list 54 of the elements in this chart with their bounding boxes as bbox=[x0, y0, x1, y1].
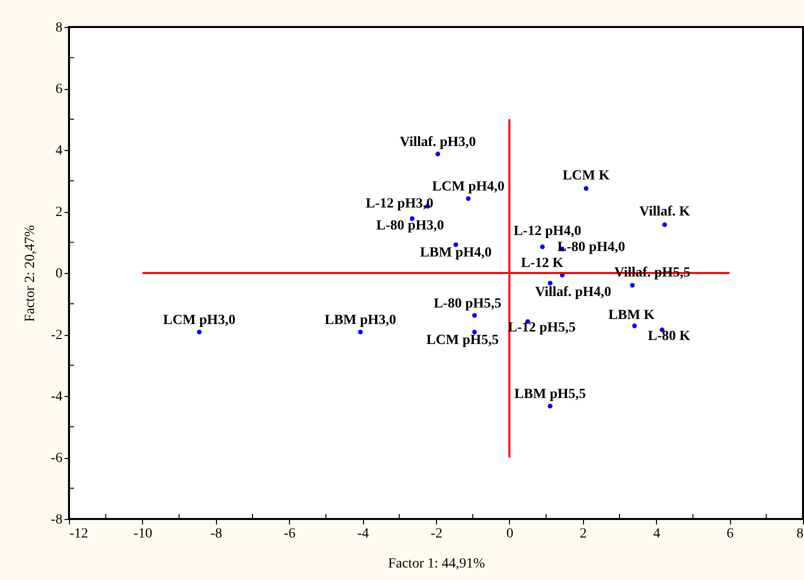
annotation: L-12 pH3,0 bbox=[366, 196, 434, 212]
point bbox=[584, 186, 588, 191]
annotation: LBM pH3,0 bbox=[324, 313, 396, 328]
y-tick-label: -2 bbox=[50, 328, 62, 343]
x-tick-label: 8 bbox=[796, 526, 804, 542]
y-tick-label: 6 bbox=[56, 82, 62, 97]
annotation: L-80 pH3,0 bbox=[376, 218, 444, 234]
y-tick-label: -8 bbox=[50, 512, 62, 528]
x-tick-label: -12 bbox=[70, 526, 88, 542]
annotation: LBM pH5,5 bbox=[514, 387, 586, 402]
point bbox=[453, 242, 458, 248]
point bbox=[196, 330, 202, 334]
y-tick-label: 0 bbox=[56, 266, 62, 282]
x-tick-label: 2 bbox=[580, 526, 587, 542]
annotation: Villaf. pH4,0 bbox=[535, 285, 612, 300]
point bbox=[472, 330, 477, 334]
point bbox=[472, 313, 477, 318]
x-axis-title: Factor 1: 44,91% bbox=[388, 556, 486, 572]
annotation: LCM pH5,5 bbox=[426, 333, 499, 348]
point bbox=[358, 330, 363, 334]
x-tick-label: -10 bbox=[134, 526, 152, 542]
annotation: L-80 K bbox=[648, 328, 690, 344]
y-tick-label: -4 bbox=[50, 390, 62, 404]
y-tick-label: -6 bbox=[50, 451, 62, 466]
annotation: LCM pH4,0 bbox=[432, 180, 504, 195]
y-axis-title: Factor 2: 20,47% bbox=[22, 224, 38, 322]
x-tick-label: 4 bbox=[653, 526, 660, 542]
annotation: LCM K bbox=[562, 168, 610, 184]
point bbox=[466, 196, 471, 201]
annotation: Villaf. K bbox=[639, 204, 690, 220]
annotation: LBM K bbox=[608, 308, 655, 323]
point bbox=[630, 282, 635, 288]
annotation: LCM pH3,0 bbox=[163, 313, 236, 328]
x-tick-label: -8 bbox=[210, 526, 222, 542]
annotation: L-12 pH4,0 bbox=[514, 224, 582, 239]
annotation: LBM pH4,0 bbox=[420, 246, 492, 261]
y-tick-label: 4 bbox=[56, 144, 62, 158]
annotation: L-80 pH5,5 bbox=[434, 296, 502, 312]
x-tick-label: 0 bbox=[506, 526, 514, 542]
point bbox=[548, 404, 552, 408]
point bbox=[540, 244, 545, 250]
annotation: L-12 K bbox=[521, 256, 564, 272]
x-tick-label: -2 bbox=[430, 526, 442, 542]
point bbox=[632, 324, 637, 328]
annotation: L-80 pH4,0 bbox=[557, 240, 626, 256]
point bbox=[435, 152, 440, 156]
y-tick-label: 2 bbox=[56, 205, 62, 220]
point bbox=[548, 280, 552, 286]
x-tick-label: -6 bbox=[284, 526, 296, 542]
point bbox=[662, 222, 667, 228]
y-tick-label: 8 bbox=[56, 20, 62, 36]
x-tick-label: 6 bbox=[726, 526, 734, 542]
x-tick-label: -4 bbox=[357, 526, 369, 542]
annotation: Villaf. pH3,0 bbox=[400, 134, 476, 150]
